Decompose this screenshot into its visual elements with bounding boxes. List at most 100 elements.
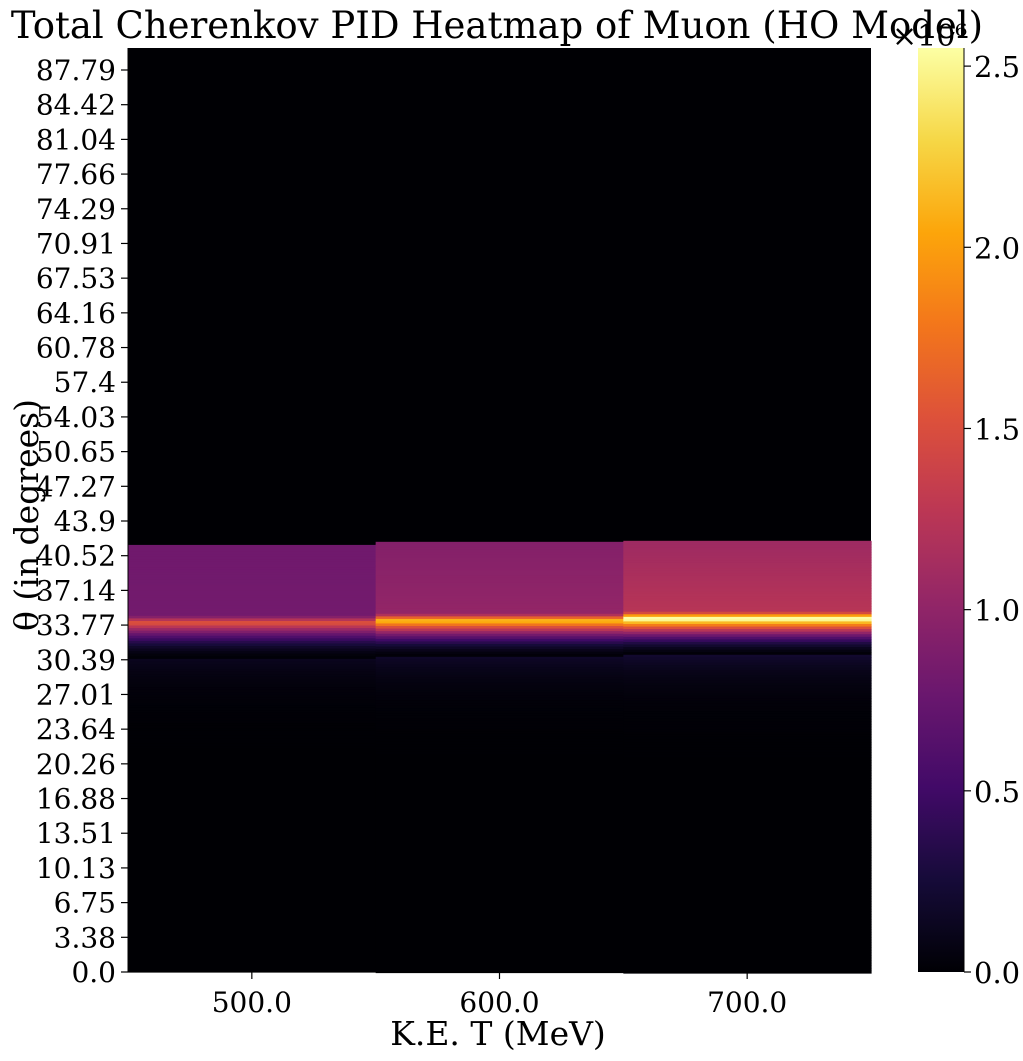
x-tick-label: 700.0 bbox=[707, 986, 787, 1019]
heatmap-cell bbox=[375, 618, 624, 622]
heatmap-cell bbox=[623, 872, 872, 877]
heatmap-cell bbox=[623, 762, 872, 766]
heatmap-cell bbox=[128, 948, 377, 953]
heatmap-cell bbox=[623, 798, 872, 802]
heatmap-cell bbox=[128, 861, 377, 865]
heatmap-cell bbox=[128, 879, 377, 883]
heatmap-cell bbox=[375, 787, 624, 791]
heatmap-cell bbox=[375, 846, 624, 850]
heatmap-cell bbox=[375, 951, 624, 956]
heatmap-cell bbox=[128, 925, 377, 929]
heatmap-cell bbox=[623, 726, 872, 730]
heatmap-cell bbox=[623, 667, 872, 671]
heatmap-cell bbox=[375, 741, 624, 745]
heatmap-cell bbox=[623, 813, 872, 818]
heatmap-cell bbox=[128, 679, 377, 683]
heatmap-cell bbox=[128, 664, 377, 668]
heatmap-cell bbox=[623, 708, 872, 712]
heatmap-cell bbox=[128, 805, 377, 809]
heatmap-cell bbox=[623, 916, 872, 920]
heatmap-cell bbox=[375, 769, 624, 773]
x-axis-label: K.E. T (MeV) bbox=[390, 1014, 606, 1053]
heatmap-cell bbox=[128, 689, 377, 693]
heatmap-cell bbox=[128, 723, 377, 727]
heatmap-cell bbox=[128, 843, 377, 847]
heatmap-cell bbox=[375, 792, 624, 797]
heatmap-cell bbox=[623, 562, 872, 566]
heatmap-cell bbox=[128, 864, 377, 868]
heatmap-cell bbox=[623, 580, 872, 584]
heatmap-cell bbox=[375, 767, 624, 771]
heatmap-cell bbox=[128, 669, 377, 673]
heatmap-cell bbox=[128, 884, 377, 888]
heatmap-cell bbox=[623, 744, 872, 748]
heatmap-cell bbox=[128, 569, 377, 573]
heatmap-cell bbox=[375, 813, 624, 817]
heatmap-cell bbox=[623, 621, 872, 625]
colorbar bbox=[918, 48, 964, 972]
y-tick-label: 3.38 bbox=[54, 921, 116, 954]
heatmap-cell bbox=[375, 566, 624, 571]
heatmap-cell bbox=[623, 803, 872, 807]
heatmap-cell bbox=[375, 631, 624, 635]
heatmap-cell bbox=[128, 779, 377, 783]
heatmap-cell bbox=[623, 595, 872, 599]
heatmap-cell bbox=[623, 618, 872, 622]
heatmap-cell bbox=[623, 842, 872, 846]
heatmap-cell bbox=[128, 902, 377, 906]
heatmap-cell bbox=[623, 675, 872, 679]
heatmap-cell bbox=[375, 826, 624, 830]
heatmap-cell bbox=[623, 752, 872, 756]
heatmap-cell bbox=[623, 893, 872, 897]
heatmap-cell bbox=[375, 877, 624, 881]
heatmap-cell bbox=[623, 793, 872, 797]
heatmap-cell bbox=[375, 815, 624, 820]
heatmap-cell bbox=[623, 942, 872, 946]
heatmap-cell bbox=[375, 597, 624, 601]
heatmap-cell bbox=[128, 725, 377, 729]
heatmap-cell bbox=[128, 928, 377, 932]
heatmap-cell bbox=[375, 967, 624, 971]
heatmap-cell bbox=[623, 600, 872, 605]
y-tick-label: 23.64 bbox=[36, 713, 116, 746]
heatmap-cell bbox=[623, 570, 872, 574]
heatmap-cell bbox=[623, 718, 872, 723]
heatmap-cell bbox=[375, 941, 624, 945]
heatmap-cell bbox=[375, 554, 624, 558]
heatmap-cell bbox=[623, 944, 872, 948]
heatmap-cell bbox=[375, 713, 624, 717]
heatmap-cell bbox=[375, 705, 624, 709]
heatmap-cell bbox=[375, 744, 624, 748]
y-tick-label: 30.39 bbox=[36, 644, 116, 677]
heatmap-cell bbox=[128, 746, 377, 750]
heatmap-cell bbox=[623, 965, 872, 969]
heatmap-cell bbox=[128, 599, 377, 603]
heatmap-cell bbox=[128, 851, 377, 855]
heatmap-cell bbox=[375, 654, 624, 658]
heatmap-cell bbox=[128, 710, 377, 714]
heatmap-cell bbox=[128, 653, 377, 657]
heatmap-cell bbox=[623, 824, 872, 828]
heatmap-cell bbox=[623, 901, 872, 905]
heatmap-cell bbox=[375, 682, 624, 686]
heatmap-cell bbox=[623, 572, 872, 576]
heatmap-cell bbox=[623, 919, 872, 923]
y-tick-label: 57.4 bbox=[54, 366, 116, 399]
y-tick-label: 33.77 bbox=[36, 609, 116, 642]
heatmap-cell bbox=[128, 674, 377, 678]
heatmap-cell bbox=[375, 821, 624, 825]
heatmap-cell bbox=[375, 797, 624, 802]
heatmap-cell bbox=[128, 820, 377, 824]
heatmap-cell bbox=[128, 592, 377, 596]
colorbar-tick-label: 1.0 bbox=[974, 594, 1020, 628]
heatmap-cell bbox=[128, 823, 377, 827]
heatmap-cell bbox=[623, 665, 872, 669]
heatmap-cell bbox=[375, 910, 624, 915]
heatmap-cell bbox=[375, 913, 624, 917]
heatmap-cell bbox=[375, 623, 624, 627]
heatmap-cell bbox=[375, 805, 624, 809]
heatmap-cell bbox=[623, 575, 872, 579]
heatmap-cell bbox=[623, 747, 872, 751]
heatmap-cell bbox=[375, 808, 624, 812]
heatmap-cell bbox=[623, 908, 872, 913]
